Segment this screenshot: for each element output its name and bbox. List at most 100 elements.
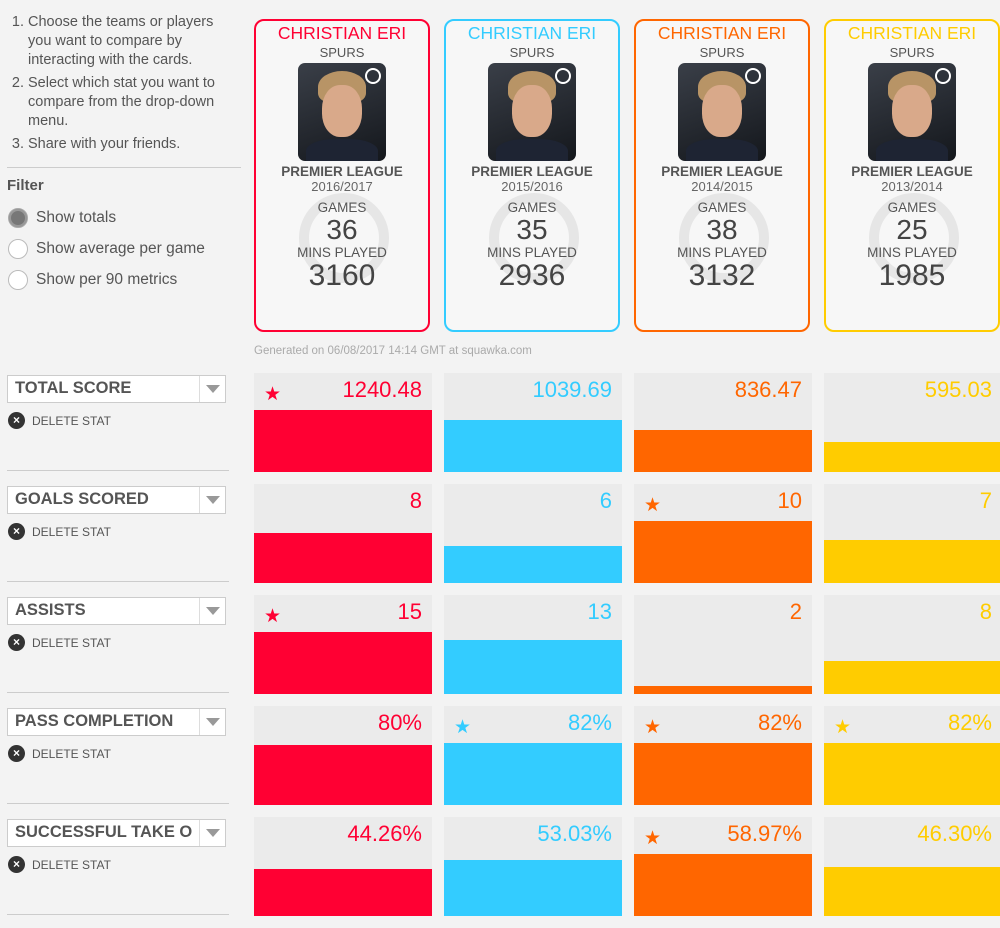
stat-cell: ★ 10 xyxy=(634,484,812,583)
stat-cell: 53.03% xyxy=(444,817,622,916)
stat-cell: ★ 82% xyxy=(634,706,812,805)
stat-cell: 8 xyxy=(824,595,1000,694)
radio-show-average[interactable]: Show average per game xyxy=(8,239,205,259)
star-icon: ★ xyxy=(834,717,852,738)
stat-row: GOALS SCORED × DELETE STAT 8 6 ★ 10 7 xyxy=(0,484,1000,595)
player-card[interactable]: CHRISTIAN ERI SPURS PREMIER LEAGUE 2015/… xyxy=(444,19,620,332)
swap-icon[interactable] xyxy=(935,68,951,84)
stat-cell: 46.30% xyxy=(824,817,1000,916)
stat-value: 1039.69 xyxy=(532,377,612,402)
player-name: CHRISTIAN ERI xyxy=(847,23,977,43)
swap-icon[interactable] xyxy=(745,68,761,84)
stat-value: 8 xyxy=(979,599,992,624)
stat-value: 15 xyxy=(397,599,422,624)
stat-value: 46.30% xyxy=(917,821,992,846)
stat-cell: 6 xyxy=(444,484,622,583)
stat-row: TOTAL SCORE × DELETE STAT ★ 1240.48 1039.… xyxy=(0,373,1000,484)
team-name: SPURS xyxy=(319,45,365,60)
stat-bar xyxy=(254,632,432,694)
games-value: 38 xyxy=(706,214,738,245)
mins-label: MINS PLAYED xyxy=(297,245,387,260)
stat-value: 8 xyxy=(409,488,422,513)
stat-value: 58.97% xyxy=(727,821,802,846)
radio-icon[interactable] xyxy=(8,208,28,228)
league: PREMIER LEAGUE xyxy=(281,164,403,179)
stat-bar xyxy=(824,539,1000,583)
stat-select[interactable]: PASS COMPLETION xyxy=(7,708,226,736)
stat-cell: ★ 82% xyxy=(824,706,1000,805)
close-icon: × xyxy=(8,412,25,429)
stat-select[interactable]: ASSISTS xyxy=(7,597,226,625)
season: 2013/2014 xyxy=(881,179,943,194)
delete-stat-label: DELETE STAT xyxy=(32,413,111,428)
stat-cell: 1039.69 xyxy=(444,373,622,472)
season: 2015/2016 xyxy=(501,179,563,194)
stat-select-value: SUCCESSFUL TAKE O xyxy=(15,823,193,841)
stat-cell: ★ 82% xyxy=(444,706,622,805)
close-icon: × xyxy=(8,634,25,651)
stat-bar xyxy=(444,420,622,472)
stat-cell: 2 xyxy=(634,595,812,694)
team-name: SPURS xyxy=(699,45,745,60)
swap-icon[interactable] xyxy=(555,68,571,84)
stat-bar xyxy=(634,743,812,805)
player-photo xyxy=(298,63,386,161)
stat-bar xyxy=(634,685,812,694)
ring-decoration xyxy=(299,193,389,283)
stat-value: 10 xyxy=(777,488,802,513)
divider xyxy=(7,803,229,804)
mins-label: MINS PLAYED xyxy=(487,245,577,260)
stat-select[interactable]: TOTAL SCORE xyxy=(7,375,226,403)
stat-cell: 8 xyxy=(254,484,432,583)
close-icon: × xyxy=(8,745,25,762)
delete-stat-button[interactable]: × DELETE STAT xyxy=(8,745,111,762)
radio-show-per90[interactable]: Show per 90 metrics xyxy=(8,270,177,290)
close-icon: × xyxy=(8,523,25,540)
instruction-step: Share with your friends. xyxy=(28,135,238,154)
chevron-down-icon[interactable] xyxy=(199,487,225,513)
stat-cell: 7 xyxy=(824,484,1000,583)
delete-stat-button[interactable]: × DELETE STAT xyxy=(8,523,111,540)
divider xyxy=(7,581,229,582)
filter-title: Filter xyxy=(7,177,44,194)
team-name: SPURS xyxy=(509,45,555,60)
stat-value: 82% xyxy=(567,710,612,735)
star-icon: ★ xyxy=(264,606,282,627)
radio-show-totals[interactable]: Show totals xyxy=(8,208,116,228)
delete-stat-button[interactable]: × DELETE STAT xyxy=(8,856,111,873)
mins-label: MINS PLAYED xyxy=(677,245,767,260)
stat-cell: ★ 15 xyxy=(254,595,432,694)
stat-value: 1240.48 xyxy=(342,377,422,402)
radio-icon[interactable] xyxy=(8,270,28,290)
chevron-down-icon[interactable] xyxy=(199,598,225,624)
mins-value: 2936 xyxy=(498,259,566,292)
stat-bar xyxy=(824,867,1000,916)
player-photo xyxy=(678,63,766,161)
chevron-down-icon[interactable] xyxy=(199,820,225,846)
instruction-step: Choose the teams or players you want to … xyxy=(28,13,238,70)
player-card[interactable]: CHRISTIAN ERI SPURS PREMIER LEAGUE 2016/… xyxy=(254,19,430,332)
radio-icon[interactable] xyxy=(8,239,28,259)
games-label: GAMES xyxy=(697,200,747,215)
stat-select[interactable]: GOALS SCORED xyxy=(7,486,226,514)
stat-cell: ★ 58.97% xyxy=(634,817,812,916)
stat-value: 2 xyxy=(789,599,802,624)
ring-decoration xyxy=(869,193,959,283)
close-icon: × xyxy=(8,856,25,873)
games-label: GAMES xyxy=(317,200,367,215)
delete-stat-button[interactable]: × DELETE STAT xyxy=(8,412,111,429)
delete-stat-button[interactable]: × DELETE STAT xyxy=(8,634,111,651)
chevron-down-icon[interactable] xyxy=(199,709,225,735)
stat-bar xyxy=(634,430,812,472)
player-card[interactable]: CHRISTIAN ERI SPURS PREMIER LEAGUE 2014/… xyxy=(634,19,810,332)
swap-icon[interactable] xyxy=(365,68,381,84)
player-name: CHRISTIAN ERI xyxy=(277,23,407,43)
games-value: 36 xyxy=(326,214,358,245)
chevron-down-icon[interactable] xyxy=(199,376,225,402)
stat-select[interactable]: SUCCESSFUL TAKE O xyxy=(7,819,226,847)
stat-row: SUCCESSFUL TAKE O × DELETE STAT 44.26% 53… xyxy=(0,817,1000,928)
player-card[interactable]: CHRISTIAN ERI SPURS PREMIER LEAGUE 2013/… xyxy=(824,19,1000,332)
instruction-step: Select which stat you want to compare fr… xyxy=(28,74,238,131)
star-icon: ★ xyxy=(644,495,662,516)
stat-value: 595.03 xyxy=(924,377,992,402)
